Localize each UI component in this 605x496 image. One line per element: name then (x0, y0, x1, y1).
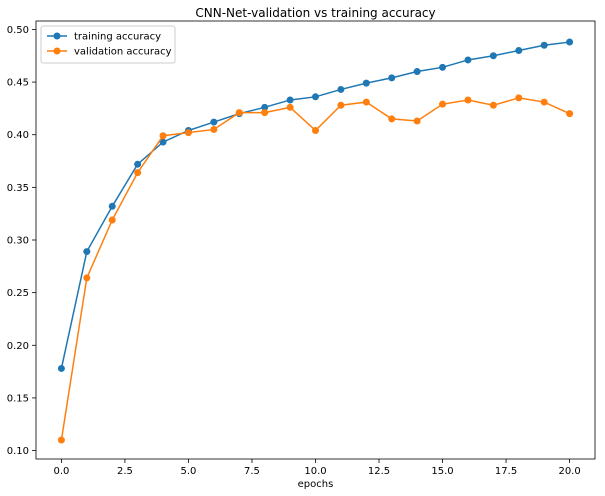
data-point (464, 56, 472, 64)
x-tick-label: 2.5 (117, 466, 133, 477)
data-point (134, 160, 142, 168)
x-tick-label: 17.5 (495, 466, 517, 477)
data-point (337, 85, 345, 93)
data-point (540, 98, 548, 106)
data-point (57, 364, 65, 372)
plot-frame (35, 20, 596, 460)
data-point (210, 125, 218, 133)
data-point (489, 101, 497, 109)
data-point (286, 103, 294, 111)
data-point (286, 96, 294, 104)
legend-label: validation accuracy (74, 47, 172, 58)
data-point (57, 436, 65, 444)
x-axis: 0.0 2.5 5.0 7.5 10.0 12.5 15.0 17.5 20.0 (53, 459, 581, 477)
series-line (60, 41, 570, 369)
legend-label: training accuracy (74, 32, 161, 43)
data-point (312, 93, 319, 101)
y-tick-label: 0.45 (7, 78, 29, 89)
data-point (388, 74, 396, 82)
data-point (362, 98, 370, 106)
data-point (413, 68, 421, 76)
data-point (261, 109, 269, 117)
data-point (312, 127, 319, 134)
x-tick-label: 0.0 (53, 466, 69, 477)
x-tick-label: 5.0 (181, 466, 197, 477)
y-tick-label: 0.25 (7, 288, 29, 299)
y-tick-label: 0.20 (7, 341, 29, 352)
data-point (210, 118, 218, 126)
data-point (83, 274, 91, 282)
legend-box (40, 25, 176, 64)
data-point (83, 248, 91, 256)
legend-swatch-marker (53, 32, 61, 40)
x-tick-label: 15.0 (431, 466, 453, 477)
data-point (108, 202, 116, 210)
legend-swatch-marker (53, 47, 61, 55)
data-point (134, 169, 142, 177)
data-point (362, 79, 370, 87)
legend: training accuracy validation accuracy (40, 25, 176, 64)
series-group (57, 38, 574, 444)
data-point (261, 103, 269, 111)
data-point (566, 38, 574, 46)
data-point (159, 132, 167, 140)
x-tick-label: 7.5 (244, 466, 260, 477)
x-axis-label: epochs (298, 479, 334, 490)
data-point (515, 46, 523, 54)
x-tick-label: 20.0 (558, 466, 580, 477)
y-tick-label: 0.35 (7, 183, 29, 194)
chart-title: CNN-Net-validation vs training accuracy (195, 6, 435, 20)
data-point (413, 117, 421, 125)
series-line (60, 97, 570, 441)
legend-item: validation accuracy (47, 47, 172, 58)
y-axis: 0.10 0.15 0.20 0.25 0.30 0.35 0.40 0.45 0.50 (7, 25, 36, 457)
data-point (540, 41, 548, 49)
x-tick-label: 12.5 (368, 466, 390, 477)
y-tick-label: 0.15 (7, 393, 29, 404)
data-point (439, 100, 447, 108)
y-tick-label: 0.10 (7, 446, 29, 457)
series-1 (57, 38, 574, 372)
x-tick-label: 10.0 (304, 466, 326, 477)
series-2 (57, 94, 574, 444)
data-point (515, 94, 523, 102)
y-tick-label: 0.50 (7, 25, 29, 36)
data-point (388, 115, 396, 123)
data-point (337, 101, 345, 109)
legend-item: training accuracy (47, 32, 161, 43)
y-tick-label: 0.40 (7, 130, 29, 141)
data-point (566, 110, 574, 118)
data-point (439, 63, 447, 71)
data-point (108, 216, 116, 224)
data-point (489, 52, 497, 60)
y-tick-label: 0.30 (7, 236, 29, 247)
data-point (235, 109, 243, 117)
data-point (464, 96, 472, 104)
data-point (159, 138, 167, 146)
data-point (184, 129, 192, 137)
